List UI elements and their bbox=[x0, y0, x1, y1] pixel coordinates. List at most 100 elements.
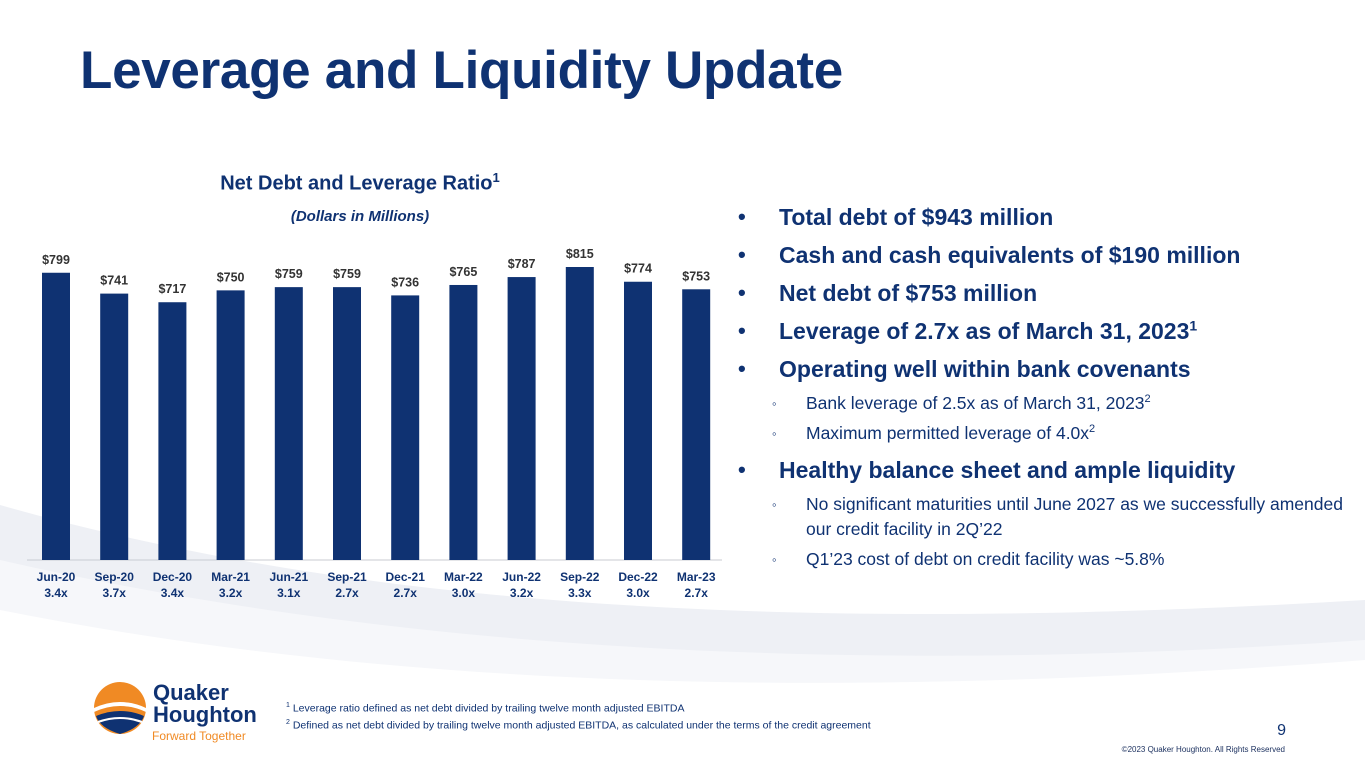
x-tick-label: Mar-22 bbox=[444, 570, 483, 584]
copyright-notice: ©2023 Quaker Houghton. All Rights Reserv… bbox=[1121, 745, 1285, 754]
bullet-text: Total debt of $943 million bbox=[779, 204, 1054, 230]
bullet-item: • Operating well within bank covenants bbox=[738, 350, 1348, 388]
x-tick-label: Mar-23 bbox=[677, 570, 716, 584]
x-tick-label: Jun-20 bbox=[37, 570, 76, 584]
chart-title: Net Debt and Leverage Ratio1 bbox=[160, 170, 560, 196]
bullet-item: • Net debt of $753 million bbox=[738, 274, 1348, 312]
bullet-text: Cash and cash equivalents of $190 millio… bbox=[779, 242, 1241, 268]
page-title: Leverage and Liquidity Update bbox=[80, 41, 843, 100]
bar-Sep-22 bbox=[565, 267, 594, 560]
sub-bullet-marker: ◦ bbox=[772, 426, 777, 441]
leverage-ratio-label: 3.7x bbox=[103, 586, 127, 600]
leverage-ratio-label: 2.7x bbox=[394, 586, 418, 600]
sub-bullet-marker: ◦ bbox=[772, 396, 777, 411]
bar-value-label: $736 bbox=[391, 275, 419, 289]
bullet-marker: • bbox=[738, 457, 746, 482]
bullet-item: ◦ Q1’23 cost of debt on credit facility w… bbox=[738, 547, 1348, 572]
bar-Sep-21 bbox=[333, 287, 361, 560]
bullet-item: • Healthy balance sheet and ample liquidi… bbox=[738, 451, 1348, 489]
x-tick-label: Sep-20 bbox=[95, 570, 135, 584]
sub-bullet-marker: ◦ bbox=[772, 497, 777, 512]
x-tick-label: Dec-21 bbox=[386, 570, 426, 584]
bullet-text: Q1’23 cost of debt on credit facility wa… bbox=[806, 549, 1165, 569]
bullet-text: Maximum permitted leverage of 4.0x2 bbox=[806, 423, 1096, 443]
bar-value-label: $759 bbox=[275, 267, 303, 281]
leverage-ratio-label: 2.7x bbox=[685, 586, 709, 600]
bullet-item: ◦ Maximum permitted leverage of 4.0x2 bbox=[738, 421, 1348, 446]
x-tick-label: Dec-20 bbox=[153, 570, 193, 584]
bar-Dec-20 bbox=[158, 302, 187, 560]
bar-value-label: $717 bbox=[158, 282, 186, 296]
bar-value-label: $774 bbox=[624, 262, 652, 276]
page-number: 9 bbox=[1277, 722, 1286, 739]
bar-Jun-20 bbox=[42, 272, 70, 560]
bullet-text: Bank leverage of 2.5x as of March 31, 20… bbox=[806, 393, 1151, 413]
bar-value-label: $741 bbox=[100, 274, 128, 288]
quaker-houghton-logo bbox=[94, 682, 146, 734]
footnote-1-text: Leverage ratio defined as net debt divid… bbox=[292, 702, 685, 715]
leverage-ratio-label: 3.4x bbox=[44, 586, 68, 600]
bullet-text: Leverage of 2.7x as of March 31, 20231 bbox=[779, 317, 1198, 344]
bar-Jun-21 bbox=[274, 287, 303, 560]
leverage-ratio-label: 3.0x bbox=[452, 586, 476, 600]
bullet-marker: • bbox=[738, 318, 746, 343]
bullet-item: • Leverage of 2.7x as of March 31, 20231 bbox=[738, 312, 1348, 350]
footnote-2: 2 Defined as net debt divided by trailin… bbox=[286, 716, 871, 733]
bar-Dec-21 bbox=[391, 295, 420, 560]
sub-bullet-marker: ◦ bbox=[772, 552, 777, 567]
chart-subtitle: (Dollars in Millions) bbox=[290, 208, 430, 225]
leverage-ratio-label: 3.4x bbox=[161, 586, 185, 600]
leverage-ratio-label: 3.3x bbox=[568, 586, 592, 600]
bullet-item: • Cash and cash equivalents of $190 milli… bbox=[738, 236, 1348, 274]
x-tick-label: Mar-21 bbox=[211, 570, 250, 584]
bullet-text: No significant maturities until June 202… bbox=[806, 494, 1343, 539]
bullet-marker: • bbox=[738, 204, 746, 229]
net-debt-bar-chart: $799 Jun-20 3.4x $741 Sep-20 3.7x $717 Dec-20 3.… bbox=[27, 247, 722, 600]
bar-value-label: $799 bbox=[42, 253, 70, 267]
bar-Sep-20 bbox=[100, 293, 129, 560]
bullet-text: Net debt of $753 million bbox=[779, 280, 1038, 306]
chart-title-text: Net Debt and Leverage Ratio bbox=[220, 172, 493, 195]
bullet-item: • Total debt of $943 million bbox=[738, 198, 1348, 236]
bullet-text: Operating well within bank covenants bbox=[779, 356, 1191, 382]
footnote-2-text: Defined as net debt divided by trailing … bbox=[292, 719, 871, 731]
leverage-ratio-label: 3.0x bbox=[626, 586, 650, 600]
bullet-text: Healthy balance sheet and ample liquidit… bbox=[779, 457, 1236, 483]
bar-value-label: $815 bbox=[566, 247, 594, 261]
logo-line1: Quaker bbox=[153, 680, 229, 705]
bullet-marker: • bbox=[738, 242, 746, 267]
x-tick-label: Jun-22 bbox=[502, 570, 541, 584]
bar-value-label: $765 bbox=[449, 265, 477, 279]
x-tick-label: Sep-22 bbox=[560, 570, 600, 584]
footnotes: 1 Leverage ratio defined as net debt div… bbox=[286, 699, 871, 732]
bar-value-label: $759 bbox=[333, 267, 361, 281]
bullet-footnote-ref: 2 bbox=[1144, 393, 1151, 406]
bar-Mar-22 bbox=[449, 284, 478, 560]
chart-title-footnote: 1 bbox=[492, 170, 500, 185]
x-tick-label: Dec-22 bbox=[618, 570, 658, 584]
x-tick-label: Jun-21 bbox=[269, 570, 308, 584]
bar-value-label: $753 bbox=[682, 269, 710, 283]
bullet-footnote-ref: 1 bbox=[1189, 317, 1198, 334]
footnote-1: 1 Leverage ratio defined as net debt div… bbox=[286, 699, 871, 716]
bullet-item: ◦ No significant maturities until June 20… bbox=[738, 492, 1348, 542]
bullet-footnote-ref: 2 bbox=[1089, 423, 1096, 436]
bar-value-label: $750 bbox=[217, 270, 245, 284]
leverage-ratio-label: 2.7x bbox=[335, 586, 359, 600]
logo-tagline: Forward Together bbox=[152, 729, 246, 743]
bullet-marker: • bbox=[738, 356, 746, 381]
footnote-2-num: 2 bbox=[286, 718, 290, 726]
footnote-1-num: 1 bbox=[286, 702, 290, 709]
bullet-marker: • bbox=[738, 280, 746, 305]
logo-wordmark: Quaker Houghton bbox=[153, 682, 257, 726]
leverage-ratio-label: 3.2x bbox=[510, 586, 534, 600]
bullet-item: ◦ Bank leverage of 2.5x as of March 31, 2… bbox=[738, 391, 1348, 416]
bar-Mar-21 bbox=[216, 290, 245, 560]
bar-value-label: $787 bbox=[508, 257, 536, 271]
x-tick-label: Sep-21 bbox=[327, 570, 367, 584]
leverage-ratio-label: 3.1x bbox=[277, 586, 301, 600]
leverage-ratio-label: 3.2x bbox=[219, 586, 243, 600]
logo-line2: Houghton bbox=[153, 702, 257, 727]
bar-Mar-23 bbox=[682, 289, 711, 560]
